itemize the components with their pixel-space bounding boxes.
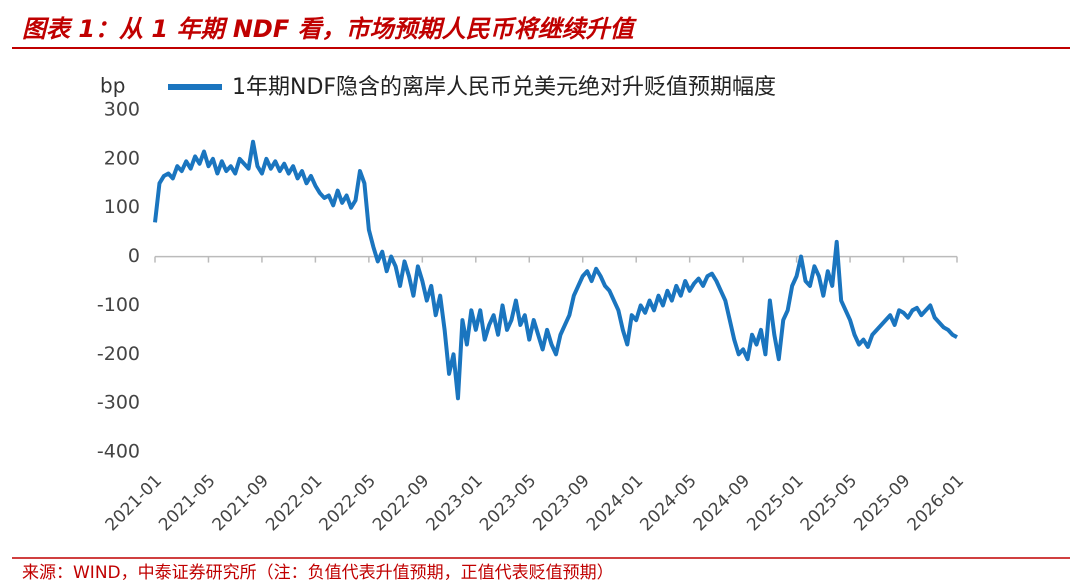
x-tick-label: 2025-05: [797, 471, 861, 535]
series-line: [153, 139, 958, 401]
y-tick-label: -400: [97, 441, 140, 463]
x-tick-label: 2023-09: [529, 471, 593, 535]
x-tick-label: 2026-01: [904, 471, 968, 535]
x-tick-label: 2024-05: [636, 471, 700, 535]
legend-label: 1年期NDF隐含的离岸人民币兑美元绝对升贬值预期幅度: [232, 75, 776, 100]
y-tick-label: -100: [97, 294, 140, 316]
y-tick-label: 0: [128, 245, 140, 267]
x-tick-label: 2021-01: [102, 471, 166, 535]
y-tick-label: 200: [104, 147, 140, 169]
x-tick-label: 2023-01: [423, 471, 487, 535]
y-tick-label: -300: [97, 392, 140, 414]
y-tick-label: 100: [104, 196, 140, 218]
x-tick-label: 2022-01: [262, 471, 326, 535]
y-tick-label: 300: [104, 99, 140, 121]
source-note: 来源：WIND，中泰证券研究所（注：负值代表升值预期，正值代表贬值预期）: [22, 563, 614, 583]
x-tick-label: 2021-09: [209, 471, 273, 535]
x-tick-label: 2022-09: [369, 471, 433, 535]
chart-title: 图表 1：从 1 年期 NDF 看，市场预期人民币将继续升值: [22, 15, 638, 43]
x-tick-label: 2025-09: [850, 471, 914, 535]
x-tick-label: 2025-01: [743, 471, 807, 535]
x-tick-label: 2023-05: [476, 471, 540, 535]
x-tick-label: 2022-05: [316, 471, 380, 535]
x-tick-label: 2024-09: [690, 471, 754, 535]
x-tick-label: 2024-01: [583, 471, 647, 535]
y-axis-label: bp: [100, 74, 125, 98]
y-tick-label: -200: [97, 343, 140, 365]
x-tick-label: 2021-05: [155, 471, 219, 535]
